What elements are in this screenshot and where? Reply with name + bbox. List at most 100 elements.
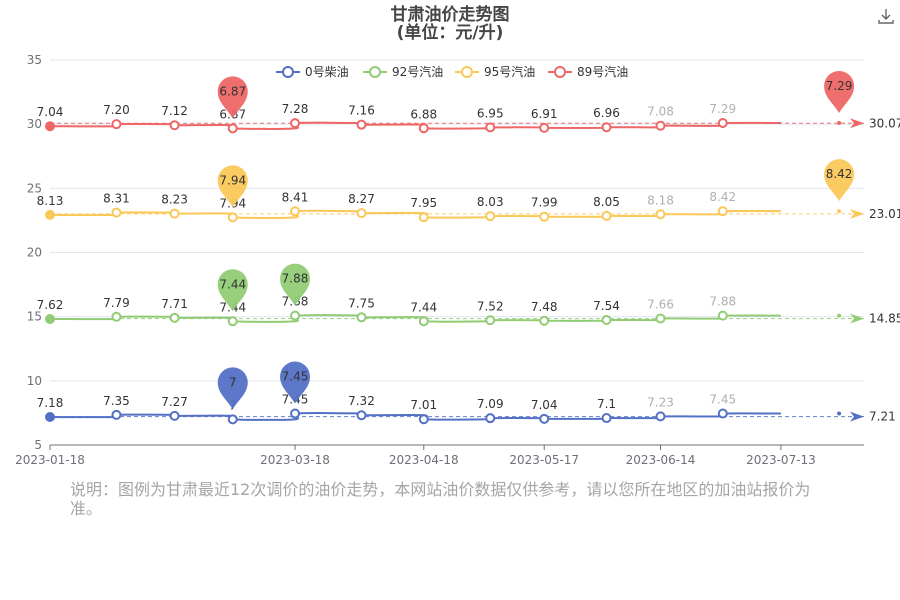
- series-0-diesel: 7.217.187.357.2777.457.327.017.097.047.1…: [37, 393, 896, 425]
- data-point: [356, 312, 367, 323]
- data-point: [418, 212, 429, 223]
- average-arrow: [850, 411, 864, 422]
- data-label: 7.04: [37, 105, 64, 119]
- footnote: 说明：图例为甘肃最近12次调价的油价走势，本网站油价数据仅供参考，请以您所在地区…: [70, 480, 811, 518]
- data-point: [655, 313, 666, 324]
- data-point: [485, 315, 496, 326]
- pin-shape: [280, 263, 311, 306]
- end-point: [837, 209, 842, 214]
- data-point: [290, 408, 301, 419]
- data-label: 6.96: [593, 106, 620, 120]
- data-point: [655, 120, 666, 131]
- data-point: [111, 119, 122, 130]
- x-tick-label: 2023-03-18: [260, 453, 330, 467]
- series-89-gasoline: 30.077.047.207.126.877.287.166.886.956.9…: [37, 102, 900, 134]
- data-point: [356, 410, 367, 421]
- min-marker-pin: 6.87: [217, 76, 248, 119]
- data-label: 7.54: [593, 299, 620, 313]
- data-point: [717, 206, 728, 217]
- series-line: [49, 121, 781, 130]
- data-point: [717, 310, 728, 321]
- min-marker-pin: 7.44: [217, 269, 248, 312]
- data-label: 6.91: [531, 107, 558, 121]
- y-tick-label: 20: [27, 246, 42, 260]
- data-point: [111, 207, 122, 218]
- min-marker-pin: 7.94: [217, 165, 248, 208]
- data-point: [418, 316, 429, 327]
- marker-pins: 7.45 7 7.88 7.44 8.42 7.94 7.29 6.87: [217, 71, 855, 410]
- legend-item[interactable]: 95号汽油: [455, 64, 535, 79]
- chart-title: 甘肃油价走势图: [391, 4, 510, 25]
- average-arrow: [850, 313, 864, 324]
- data-point: [169, 410, 180, 421]
- end-point: [837, 411, 842, 416]
- series-95-gasoline: 23.018.138.318.237.948.418.277.958.037.9…: [37, 190, 900, 223]
- data-label: 8.27: [348, 192, 375, 206]
- average-arrow: [850, 208, 864, 219]
- max-marker-pin: 7.88: [280, 263, 311, 306]
- data-label: 8.42: [709, 190, 736, 204]
- data-point: [655, 411, 666, 422]
- download-icon: [878, 9, 894, 24]
- min-marker-pin: 7: [217, 367, 248, 410]
- data-label: 8.03: [477, 195, 504, 209]
- data-label: 7.45: [709, 393, 736, 407]
- data-label: 7.48: [531, 300, 558, 314]
- data-point: [485, 122, 496, 133]
- data-point: [169, 312, 180, 323]
- data-point: [601, 210, 612, 221]
- data-label: 7.23: [647, 395, 674, 409]
- data-point: [45, 412, 55, 423]
- average-label: 23.01: [869, 207, 900, 221]
- data-label: 7.79: [103, 296, 130, 310]
- x-tick-label: 2023-05-17: [509, 453, 579, 467]
- end-point: [837, 313, 842, 318]
- data-label: 7.01: [410, 398, 437, 412]
- data-point: [227, 316, 238, 327]
- data-point: [485, 211, 496, 222]
- pin-shape: [217, 269, 248, 312]
- y-tick-label: 10: [27, 374, 42, 388]
- data-point: [418, 123, 429, 134]
- data-label: 7.09: [477, 397, 504, 411]
- y-tick-label: 15: [27, 310, 42, 324]
- data-label: 8.41: [282, 190, 309, 204]
- legend: 0号柴油 92号汽油 95号汽油 89号汽油: [276, 64, 628, 79]
- data-label: 7.35: [103, 394, 130, 408]
- data-label: 7.62: [37, 298, 64, 312]
- data-label: 7.95: [410, 196, 437, 210]
- data-label: 7.32: [348, 394, 375, 408]
- data-label: 7.29: [709, 102, 736, 116]
- legend-item[interactable]: 89号汽油: [548, 64, 628, 79]
- max-marker-pin: 7.29: [824, 71, 855, 114]
- legend-swatch-dot: [282, 66, 294, 78]
- axes: 5 10 15 20 25 30 35 2023-01-18 2023-03-18 2023-04…: [15, 53, 864, 467]
- data-label: 7.16: [348, 104, 375, 118]
- data-point: [539, 211, 550, 222]
- data-point: [45, 209, 55, 220]
- data-point: [169, 120, 180, 131]
- data-point: [111, 409, 122, 420]
- data-label: 7.71: [161, 297, 188, 311]
- data-point: [539, 315, 550, 326]
- data-point: [601, 413, 612, 424]
- pin-shape: [280, 361, 311, 404]
- download-button[interactable]: [876, 6, 896, 26]
- legend-item[interactable]: 92号汽油: [363, 64, 443, 79]
- end-point: [837, 121, 842, 126]
- data-point: [717, 408, 728, 419]
- average-label: 7.21: [869, 410, 896, 424]
- data-label: 7.99: [531, 196, 558, 210]
- data-point: [290, 206, 301, 217]
- y-tick-label: 35: [27, 53, 42, 67]
- data-point: [356, 119, 367, 130]
- legend-label: 0号柴油: [305, 65, 349, 79]
- data-label: 7.44: [410, 300, 437, 314]
- data-point: [227, 414, 238, 425]
- data-label: 8.31: [103, 192, 130, 206]
- pin-label: 7: [229, 375, 237, 389]
- pin-label: 7.44: [219, 277, 246, 291]
- legend-swatch-dot: [369, 66, 381, 78]
- legend-item[interactable]: 0号柴油: [276, 65, 349, 79]
- grid-lines: [50, 59, 864, 382]
